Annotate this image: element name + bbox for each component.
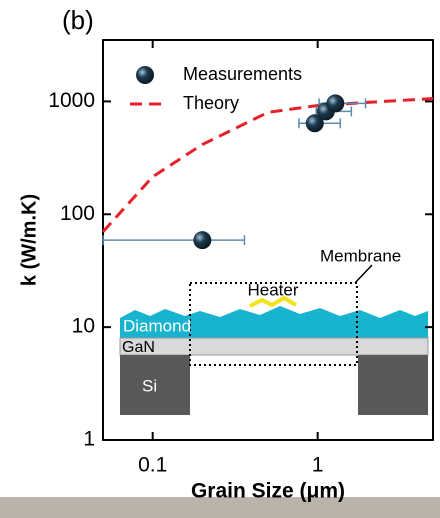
- x-axis-label: Grain Size (μm): [191, 480, 345, 503]
- legend-label: Theory: [183, 93, 239, 113]
- gan-label: GaN: [122, 339, 155, 356]
- y-tick-label: 1000: [48, 89, 95, 112]
- data-point: [326, 94, 344, 112]
- y-tick-label: 100: [60, 202, 95, 225]
- gan-layer: [120, 338, 428, 355]
- chart: (b) k (W/m.K) Grain Size (μm) Membrane H…: [0, 0, 440, 518]
- legend-marker: [136, 66, 154, 84]
- x-tick-label: 1: [312, 454, 324, 477]
- data-point: [193, 231, 211, 249]
- membrane-label: Membrane: [320, 246, 401, 265]
- y-axis-label: k (W/m.K): [18, 194, 40, 286]
- y-tick-label: 1: [83, 428, 95, 451]
- panel-label: (b): [62, 5, 94, 35]
- y-tick-label: 10: [72, 315, 95, 338]
- diamond-label: Diamond: [123, 316, 191, 335]
- theory-line: [103, 99, 433, 232]
- legend-label: Measurements: [183, 64, 302, 84]
- si-label: Si: [142, 376, 157, 395]
- x-tick-label: 0.1: [138, 454, 167, 477]
- heater-label: Heater: [247, 280, 298, 299]
- membrane-pointer: [355, 265, 372, 283]
- inset: Membrane Heater Diamond GaN Si: [120, 246, 428, 415]
- si-block: [358, 355, 428, 415]
